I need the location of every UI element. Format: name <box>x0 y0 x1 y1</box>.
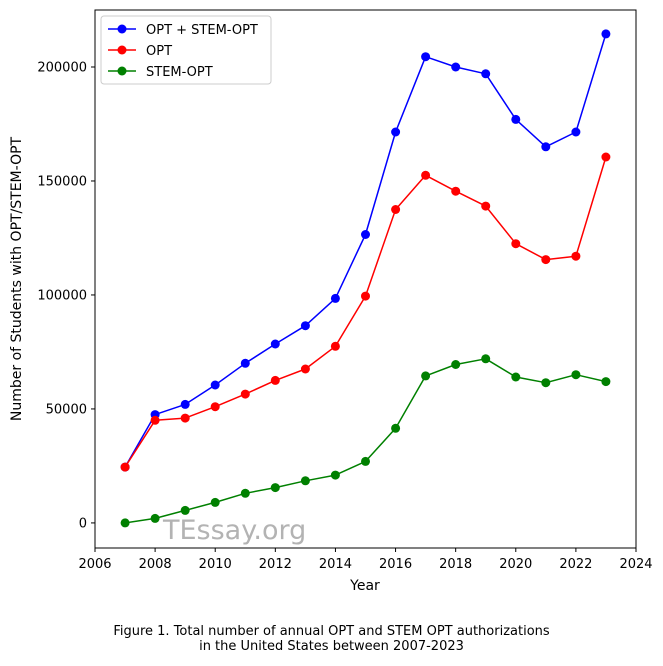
data-point <box>541 378 551 388</box>
data-point <box>361 291 370 301</box>
legend-entry: OPT <box>108 44 172 59</box>
x-tick-label: 2024 <box>619 557 652 572</box>
y-tick-label: 50000 <box>46 402 87 417</box>
data-point <box>601 152 611 162</box>
data-point <box>270 483 280 493</box>
watermark: TEssay.org <box>162 515 306 546</box>
data-point <box>391 205 401 214</box>
data-point <box>541 142 551 152</box>
series-line <box>124 358 607 524</box>
data-point <box>330 293 340 303</box>
series-line <box>124 33 607 468</box>
data-point <box>240 358 250 368</box>
legend-label: STEM-OPT <box>146 65 213 80</box>
data-point <box>451 186 461 196</box>
series-layer <box>120 29 611 528</box>
data-point <box>120 518 130 528</box>
legend-entry: STEM-OPT <box>108 65 213 80</box>
data-point <box>210 402 220 412</box>
x-tick-label: 2014 <box>319 557 352 572</box>
data-point <box>270 375 280 385</box>
data-point <box>481 201 491 211</box>
data-point <box>421 371 431 381</box>
series-1 <box>120 152 611 472</box>
data-point <box>451 62 461 72</box>
data-point <box>391 127 401 137</box>
data-point <box>180 399 190 409</box>
y-tick-label: 200000 <box>37 60 87 75</box>
data-point <box>601 29 611 39</box>
data-point <box>180 413 190 423</box>
data-point <box>421 170 431 180</box>
legend-entry: OPT + STEM-OPT <box>108 23 258 38</box>
x-tick-label: 2010 <box>199 557 232 572</box>
data-point <box>601 377 611 387</box>
data-point <box>300 321 310 331</box>
x-tick-label: 2008 <box>139 557 172 572</box>
data-point <box>511 372 521 382</box>
y-tick-label: 100000 <box>37 288 87 303</box>
series-2 <box>120 354 611 528</box>
x-axis-label: Year <box>349 578 380 594</box>
data-point <box>330 470 340 480</box>
data-point <box>180 505 190 515</box>
data-point <box>481 69 491 79</box>
y-tick-label: 0 <box>79 516 87 531</box>
plot-frame <box>94 9 637 549</box>
data-point <box>150 415 160 425</box>
series-line <box>124 156 607 468</box>
x-tick-label: 2020 <box>499 557 532 572</box>
data-point <box>210 380 220 390</box>
data-point <box>270 339 280 349</box>
y-axis-label: Number of Students with OPT/STEM-OPT <box>9 136 25 421</box>
legend-box <box>100 15 272 85</box>
data-point <box>571 251 581 261</box>
data-point <box>330 341 340 351</box>
data-point <box>571 127 581 137</box>
data-point <box>300 476 310 486</box>
series-0 <box>120 29 611 472</box>
x-tick-label: 2016 <box>379 557 412 572</box>
legend-swatch-marker <box>117 66 127 76</box>
y-tick-label: 150000 <box>37 174 87 189</box>
legend-label: OPT <box>146 44 172 59</box>
axis-ticks: 2006 2008 2010 2012 2014 2016 2018 2020 2022 2024… <box>37 60 652 572</box>
data-point <box>571 370 581 380</box>
data-point <box>150 513 160 523</box>
legend-swatch-marker <box>117 24 127 34</box>
data-point <box>481 354 491 364</box>
data-point <box>240 488 250 498</box>
data-point <box>451 360 461 369</box>
data-point <box>511 114 521 124</box>
legend-label: OPT + STEM-OPT <box>146 23 258 38</box>
x-tick-label: 2006 <box>78 557 111 572</box>
legend: OPT + STEM-OPT OPT STEM-OPT <box>100 15 272 85</box>
data-point <box>210 497 220 507</box>
legend-swatch-marker <box>117 45 127 55</box>
data-point <box>240 389 250 399</box>
data-point <box>541 255 551 265</box>
data-point <box>391 423 401 433</box>
figure-caption: Figure 1. Total number of annual OPT and… <box>0 624 663 654</box>
caption-line-1: Figure 1. Total number of annual OPT and… <box>113 624 550 639</box>
x-tick-label: 2012 <box>259 557 292 572</box>
x-tick-label: 2018 <box>439 557 472 572</box>
data-point <box>511 239 521 249</box>
data-point <box>421 52 431 62</box>
caption-line-2: in the United States between 2007-2023 <box>199 639 464 654</box>
data-point <box>361 456 370 466</box>
data-point <box>120 462 130 472</box>
x-tick-label: 2022 <box>559 557 592 572</box>
data-point <box>361 230 370 239</box>
chart: 2006 2008 2010 2012 2014 2016 2018 2020 2022 2024… <box>9 9 653 594</box>
data-point <box>300 364 310 374</box>
